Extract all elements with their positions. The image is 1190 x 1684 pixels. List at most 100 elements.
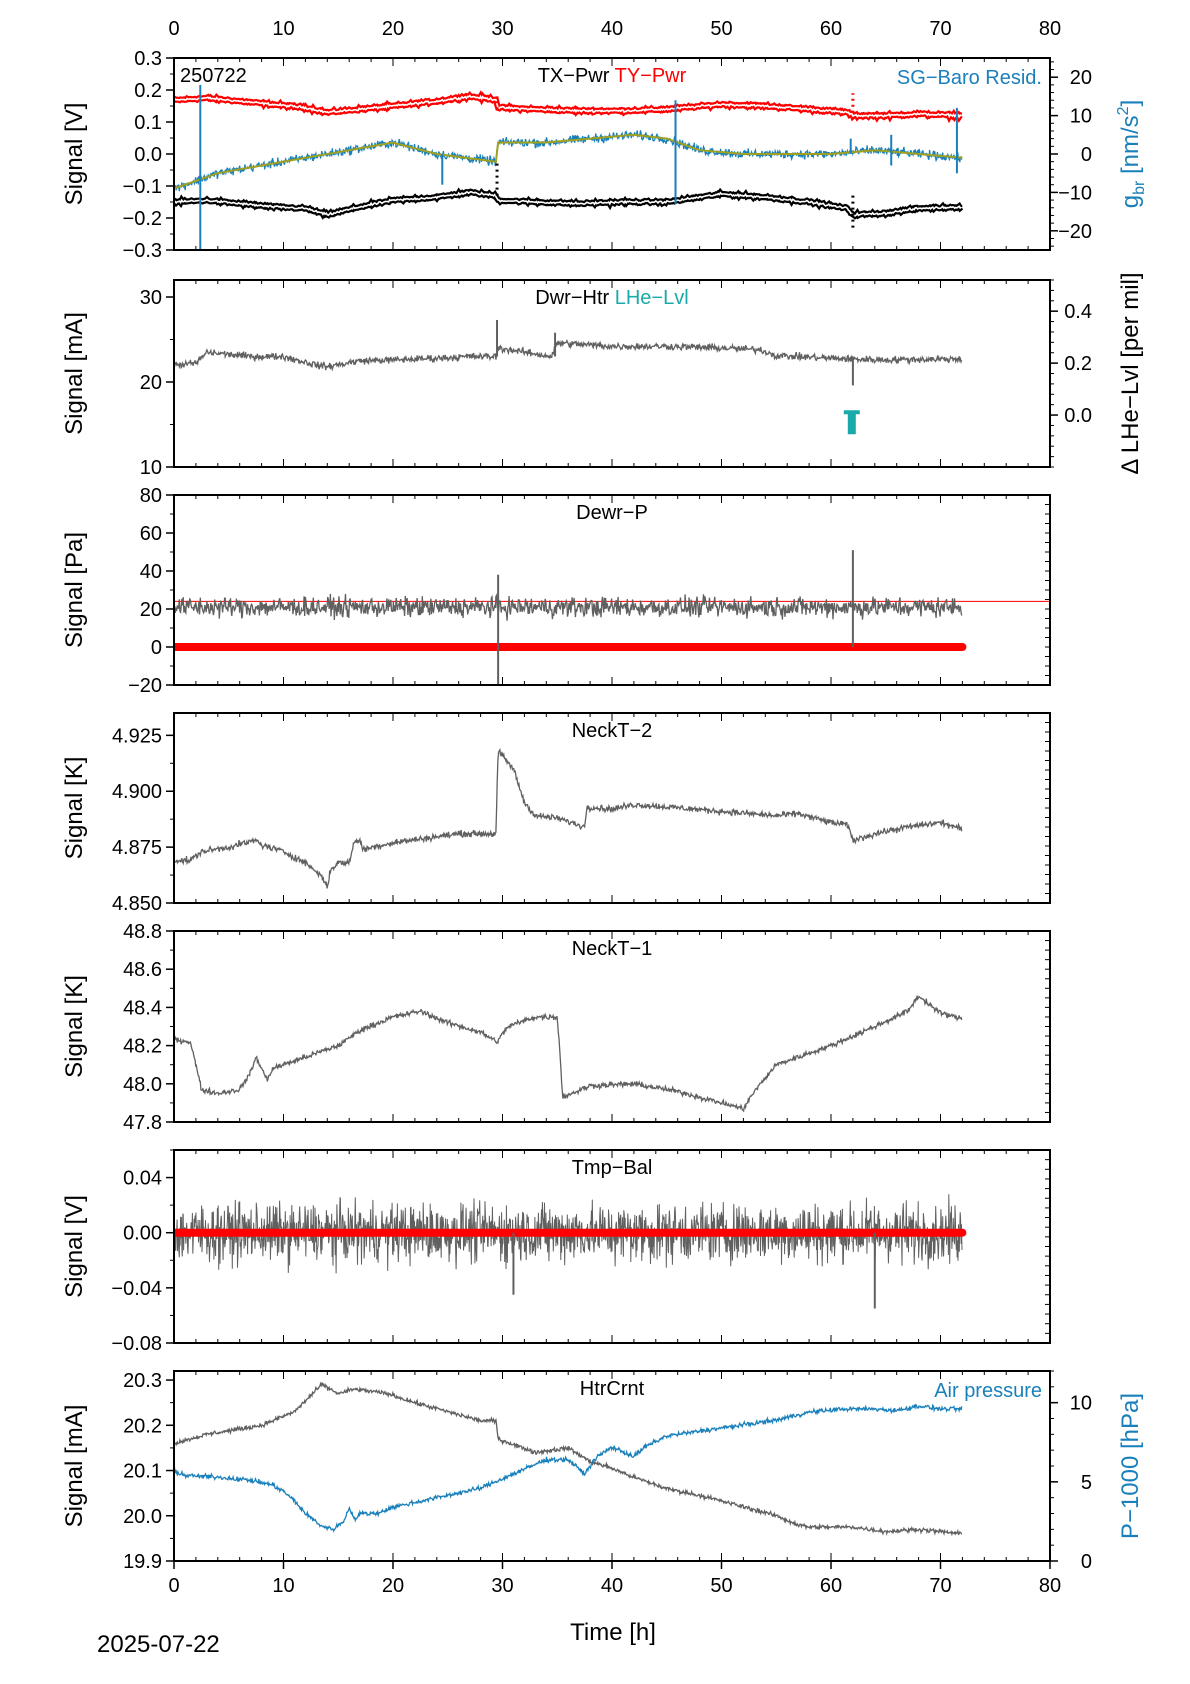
y-tick-label: 20.2: [123, 1415, 162, 1437]
panel-title-p6: Tmp−Bal: [572, 1157, 653, 1179]
x-axis-label: Time [h]: [570, 1619, 656, 1646]
x-tick-label-bottom: 70: [929, 1575, 951, 1597]
y-tick-label: 48.2: [123, 1036, 162, 1058]
y-tick-label: 20: [140, 372, 162, 394]
series-p1-3: [174, 133, 963, 190]
x-tick-label-bottom: 10: [272, 1575, 294, 1597]
y-tick-label: 4.925: [112, 725, 162, 747]
y2-tick-label: 0.4: [1064, 301, 1092, 323]
right-title-p7: Air pressure: [934, 1380, 1042, 1402]
y-tick-label: 20.0: [123, 1506, 162, 1528]
panel-tag-p1: 250722: [180, 65, 247, 87]
panel-p1: 0.3 0.2 0.1 0.0 −0.1 −0.2 −0.3 20 10 0 −10 −20 Signa…: [61, 48, 1148, 262]
y-tick-label: −0.3: [123, 240, 162, 262]
series-p1-1-core: [174, 190, 962, 217]
plot-area-p6: [174, 1194, 967, 1309]
y-tick-label: 0: [151, 637, 162, 659]
y-tick-label: 4.875: [112, 837, 162, 859]
x-tick-label-top: 0: [168, 18, 179, 40]
y2-tick-label: 0.2: [1064, 353, 1092, 375]
y-tick-label: 47.8: [123, 1112, 162, 1134]
y-tick-label: 20.1: [123, 1461, 162, 1483]
y2-tick-label: −20: [1058, 221, 1092, 243]
y2-axis-label-p7: P−1000 [hPa]: [1117, 1393, 1144, 1539]
x-tick-label-top: 50: [710, 18, 732, 40]
y-tick-label: 60: [140, 523, 162, 545]
panel-title-p1: TX−Pwr TY−Pwr: [538, 65, 687, 87]
y-tick-label: 40: [140, 561, 162, 583]
y-axis-label-p5: Signal [K]: [61, 975, 88, 1078]
panel-p5: 48.8 48.6 48.4 48.2 48.0 47.8 Signal [K] NeckT−…: [61, 921, 1051, 1134]
series-p7-1: [174, 1403, 963, 1533]
series-p3-0: [174, 592, 963, 621]
x-tick-label-top: 70: [929, 18, 951, 40]
x-tick-label-top: 80: [1039, 18, 1061, 40]
y2-tick-label: 10: [1070, 106, 1092, 128]
y-axis-label-p6: Signal [V]: [61, 1195, 88, 1298]
series-p1-0-core: [174, 94, 962, 119]
panel-title-p5: NeckT−1: [572, 938, 653, 960]
y-tick-label: 48.0: [123, 1074, 162, 1096]
y2-tick-label: 0.0: [1064, 405, 1092, 427]
x-tick-label-top: 10: [272, 18, 294, 40]
y2-axis-label-p1: gbr [nm/s2]: [1115, 100, 1148, 209]
x-tick-label-bottom: 0: [168, 1575, 179, 1597]
x-tick-label-top: 40: [601, 18, 623, 40]
y-tick-label: 0.0: [134, 144, 162, 166]
y-tick-label: 48.4: [123, 997, 162, 1019]
plot-area-p4: [174, 748, 963, 889]
y-tick-label: 0.3: [134, 48, 162, 70]
y2-tick-label: 0: [1081, 144, 1092, 166]
y2-tick-label: −10: [1058, 182, 1092, 204]
plot-area-p2: [174, 319, 963, 435]
y2-axis-label-p2: Δ LHe−Lvl [per mil]: [1117, 272, 1144, 474]
series-p5-0: [174, 995, 963, 1113]
y2-tick-label: 5: [1081, 1472, 1092, 1494]
y-axis-label-p2: Signal [mA]: [61, 312, 88, 435]
plot-area-p3: [174, 550, 1050, 685]
y-tick-label: 10: [140, 457, 162, 479]
y-axis-label-p7: Signal [mA]: [61, 1405, 88, 1528]
y-tick-label: 4.850: [112, 893, 162, 915]
y2-tick-label: 20: [1070, 67, 1092, 89]
plot-area-p7: [174, 1381, 963, 1537]
y-tick-label: 48.8: [123, 921, 162, 943]
x-tick-label-bottom: 40: [601, 1575, 623, 1597]
x-tick-label-top: 30: [491, 18, 513, 40]
y-tick-label: 48.6: [123, 959, 162, 981]
panel-p3: 80 60 40 20 0 −20 Signal [Pa] Dewr−P: [61, 485, 1051, 697]
y-tick-label: 0.00: [123, 1223, 162, 1245]
panel-title-p4: NeckT−2: [572, 720, 653, 742]
right-title-p1: SG−Baro Resid.: [897, 67, 1042, 89]
y-tick-label: 0.2: [134, 80, 162, 102]
y2-tick-label: 0: [1081, 1551, 1092, 1573]
y-tick-label: −0.08: [111, 1333, 162, 1355]
x-tick-label-bottom: 80: [1039, 1575, 1061, 1597]
series-p2-0: [174, 338, 963, 372]
y-tick-label: 19.9: [123, 1551, 162, 1573]
y-tick-label: 80: [140, 485, 162, 507]
panel-p6: 0.04 0.00 −0.04 −0.08 Signal [V] Tmp−Bal: [61, 1149, 1051, 1355]
x-tick-label-bottom: 30: [491, 1575, 513, 1597]
series-p6-0: [174, 1194, 963, 1274]
x-tick-label-bottom: 50: [710, 1575, 732, 1597]
panel-title-p3: Dewr−P: [576, 502, 648, 524]
x-tick-label-top: 60: [820, 18, 842, 40]
y-tick-label: 20: [140, 599, 162, 621]
x-tick-label-bottom: 60: [820, 1575, 842, 1597]
series-p7-0: [174, 1381, 963, 1537]
y-tick-label: 20.3: [123, 1370, 162, 1392]
top-time-axis: 0 10 20 30 40 50 60 70 80: [168, 18, 1061, 59]
plot-area-p1: [174, 84, 964, 250]
plot-panels: 0.3 0.2 0.1 0.0 −0.1 −0.2 −0.3 20 10 0 −10 −20 Signa…: [61, 48, 1148, 1573]
y-tick-label: −0.04: [111, 1278, 162, 1300]
panel-title-p2: Dwr−Htr LHe−Lvl: [535, 287, 688, 309]
series-p2-1-marker: [847, 412, 856, 435]
y-tick-label: −0.2: [123, 208, 162, 230]
y-axis-label-p4: Signal [K]: [61, 757, 88, 860]
series-p4-0: [174, 748, 963, 889]
x-tick-label-bottom: 20: [382, 1575, 404, 1597]
y-tick-label: 30: [140, 287, 162, 309]
y-tick-label: −0.1: [123, 176, 162, 198]
